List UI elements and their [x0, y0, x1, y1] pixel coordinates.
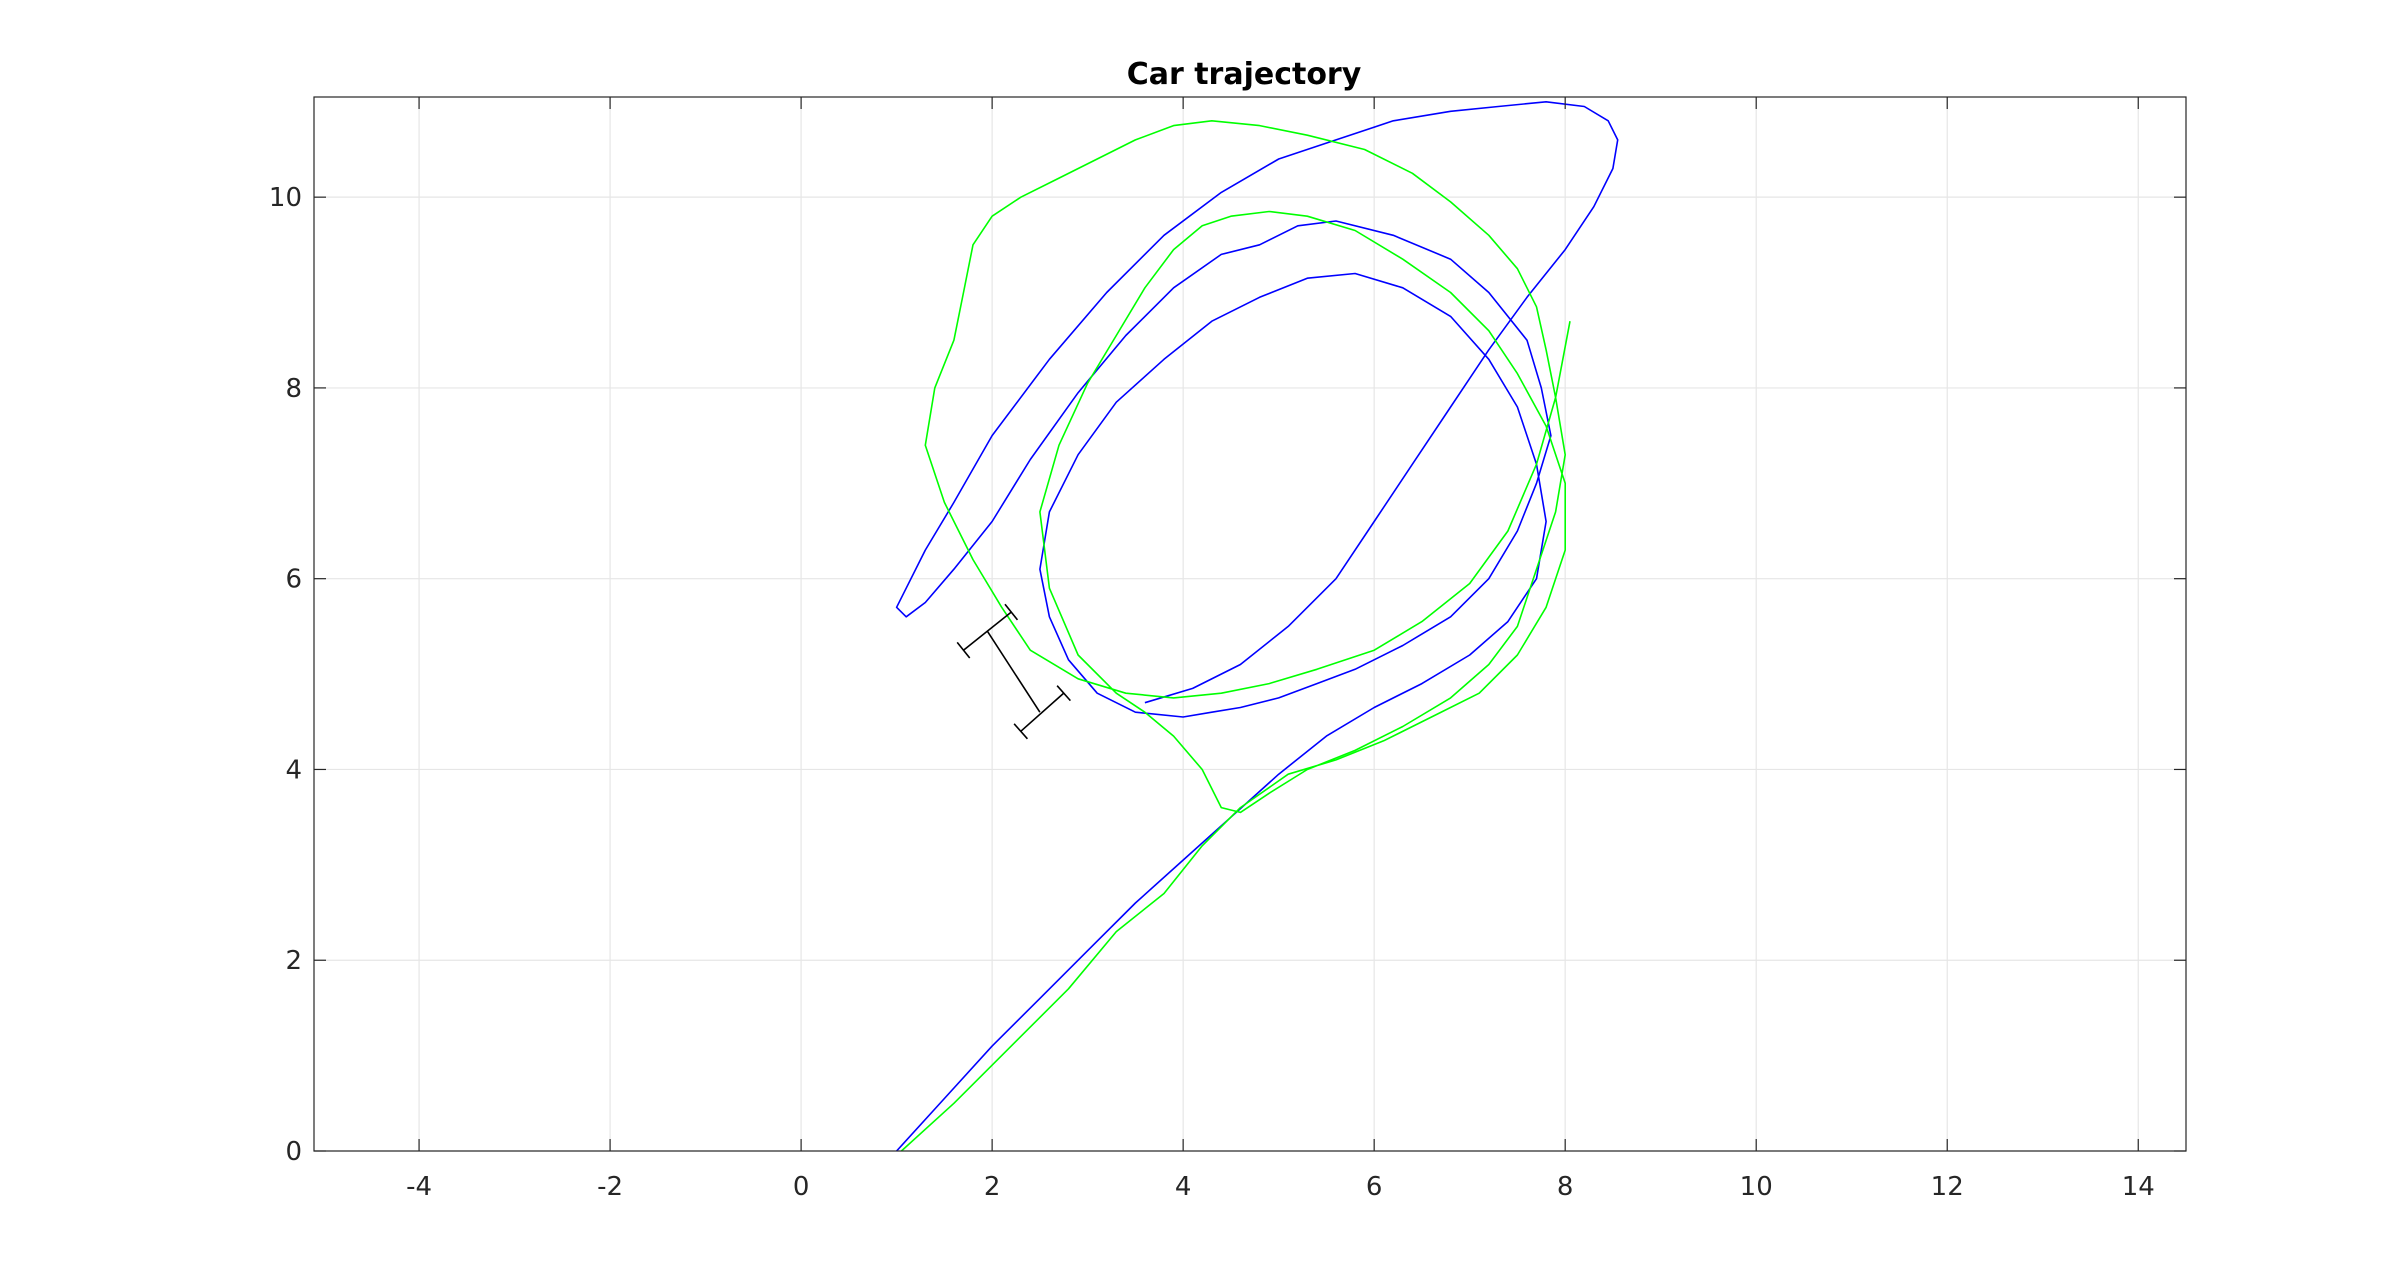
tick-labels: -4 -2 0 2 4 6 8 10 12 14 0 2 4 6 8 10	[269, 183, 2155, 1202]
x-tick-label: -4	[406, 1172, 432, 1202]
car-body-line	[986, 630, 1041, 713]
y-tick-label: 8	[285, 374, 302, 404]
y-tick-label: 6	[285, 565, 302, 595]
x-tick-label: 12	[1931, 1172, 1964, 1202]
y-tick-label: 4	[285, 755, 302, 785]
x-tick-label: 10	[1740, 1172, 1773, 1202]
car-wheel	[1004, 603, 1019, 621]
car-wheel	[956, 641, 971, 659]
x-tick-label: 4	[1175, 1172, 1192, 1202]
x-tick-label: -2	[597, 1172, 623, 1202]
car-wheel	[1056, 685, 1071, 702]
chart-title: Car trajectory	[1127, 57, 1362, 92]
x-tick-label: 0	[793, 1172, 810, 1202]
ticks	[314, 97, 2186, 1152]
x-tick-label: 14	[2122, 1172, 2155, 1202]
car-front-axle-line	[1020, 692, 1065, 732]
car-rear-axle-line	[962, 611, 1012, 651]
axes-box	[313, 96, 2187, 1152]
y-tick-label: 2	[285, 946, 302, 976]
x-tick-label: 6	[1366, 1172, 1383, 1202]
x-tick-label: 2	[984, 1172, 1001, 1202]
y-tick-label: 10	[269, 183, 302, 213]
car-wheel	[1013, 723, 1029, 740]
x-tick-label: 8	[1557, 1172, 1574, 1202]
y-tick-label: 0	[285, 1137, 302, 1167]
series-line-2	[900, 120, 1571, 1152]
series-group	[895, 101, 1619, 1152]
car-marker	[956, 603, 1071, 740]
grid	[314, 97, 2186, 1152]
